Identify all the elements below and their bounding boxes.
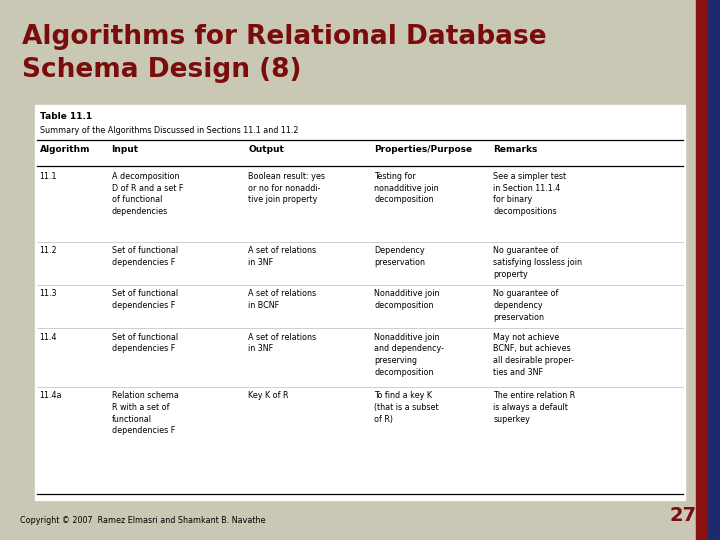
Text: Remarks: Remarks	[493, 145, 538, 154]
Bar	[35, 105, 685, 500]
Text: Nonadditive join
and dependency-
preserving
decomposition: Nonadditive join and dependency- preserv…	[374, 333, 444, 377]
Text: 11.1: 11.1	[40, 172, 57, 181]
Text: Key K of R: Key K of R	[248, 391, 289, 400]
Text: Nonadditive join
decomposition: Nonadditive join decomposition	[374, 289, 440, 310]
Text: May not achieve
BCNF, but achieves
all desirable proper-
ties and 3NF: May not achieve BCNF, but achieves all d…	[493, 333, 575, 377]
Text: Algorithms for Relational Database: Algorithms for Relational Database	[22, 24, 546, 50]
Text: Summary of the Algorithms Discussed in Sections 11.1 and 11.2: Summary of the Algorithms Discussed in S…	[40, 126, 299, 135]
Text: No guarantee of
satisfying lossless join
property: No guarantee of satisfying lossless join…	[493, 246, 582, 279]
Text: A decomposition
D of R and a set F
of functional
dependencies: A decomposition D of R and a set F of fu…	[112, 172, 183, 216]
Text: To find a key K
(that is a subset
of R): To find a key K (that is a subset of R)	[374, 391, 439, 423]
Text: 11.4a: 11.4a	[40, 391, 62, 400]
Text: The entire relation R
is always a default
superkey: The entire relation R is always a defaul…	[493, 391, 575, 423]
Text: A set of relations
in BCNF: A set of relations in BCNF	[248, 289, 317, 310]
Text: 11.2: 11.2	[40, 246, 57, 255]
Bar	[696, 0, 708, 540]
Text: Schema Design (8): Schema Design (8)	[22, 57, 301, 83]
Text: Relation schema
R with a set of
functional
dependencies F: Relation schema R with a set of function…	[112, 391, 179, 435]
Text: 27: 27	[670, 506, 697, 525]
Text: Properties/Purpose: Properties/Purpose	[374, 145, 472, 154]
Text: Copyright © 2007  Ramez Elmasri and Shamkant B. Navathe: Copyright © 2007 Ramez Elmasri and Shamk…	[20, 516, 266, 525]
Bar	[708, 0, 720, 540]
Text: Output: Output	[248, 145, 284, 154]
Text: Set of functional
dependencies F: Set of functional dependencies F	[112, 289, 178, 310]
Text: A set of relations
in 3NF: A set of relations in 3NF	[248, 246, 317, 267]
Text: Set of functional
dependencies F: Set of functional dependencies F	[112, 246, 178, 267]
Text: 11.3: 11.3	[40, 289, 57, 299]
Text: Testing for
nonadditive join
decomposition: Testing for nonadditive join decompositi…	[374, 172, 439, 204]
Text: Input: Input	[112, 145, 139, 154]
Text: See a simpler test
in Section 11.1.4
for binary
decompositions: See a simpler test in Section 11.1.4 for…	[493, 172, 567, 216]
Text: Table 11.1: Table 11.1	[40, 112, 92, 121]
Text: A set of relations
in 3NF: A set of relations in 3NF	[248, 333, 317, 354]
Text: No guarantee of
dependency
preservation: No guarantee of dependency preservation	[493, 289, 559, 322]
Text: Dependency
preservation: Dependency preservation	[374, 246, 426, 267]
Text: 11.4: 11.4	[40, 333, 57, 342]
Text: Boolean result: yes
or no for nonaddi-
tive join property: Boolean result: yes or no for nonaddi- t…	[248, 172, 325, 204]
Text: Set of functional
dependencies F: Set of functional dependencies F	[112, 333, 178, 354]
Text: Algorithm: Algorithm	[40, 145, 90, 154]
